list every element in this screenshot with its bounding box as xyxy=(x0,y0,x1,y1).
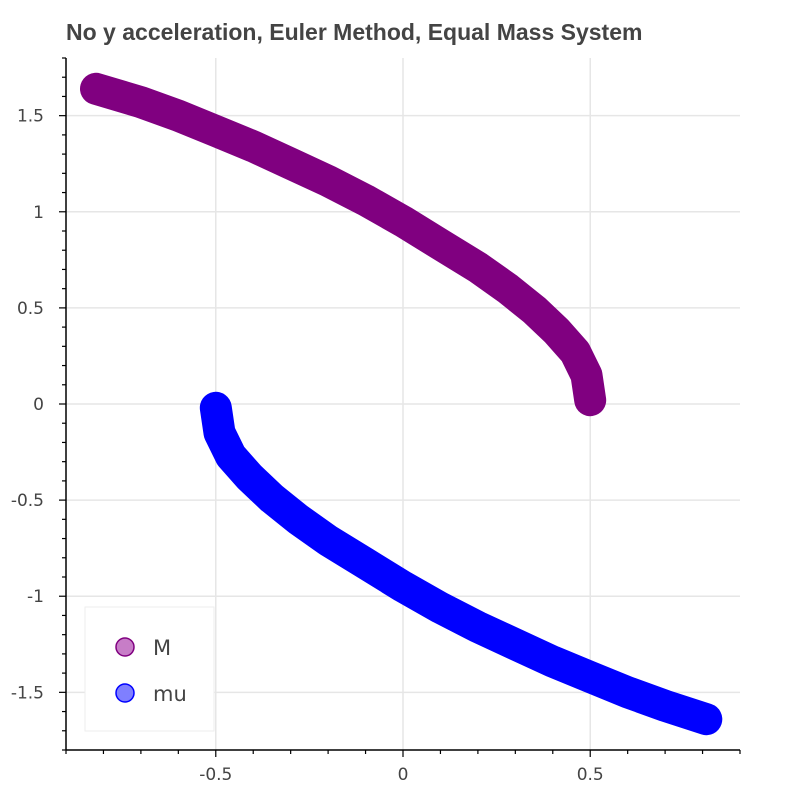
legend: Mmu xyxy=(84,606,215,732)
x-tick-label: 0 xyxy=(398,765,409,785)
chart-title: No y acceleration, Euler Method, Equal M… xyxy=(66,19,642,45)
y-tick-label: 1.5 xyxy=(17,107,44,127)
series-line-mu xyxy=(199,391,723,736)
legend-label-mu: mu xyxy=(153,682,187,706)
legend-label-M: M xyxy=(153,636,171,660)
series-layer xyxy=(80,72,723,736)
y-tick-label: -0.5 xyxy=(11,491,44,511)
y-tick-label: 0 xyxy=(33,395,44,415)
axes: -0.5 0 0.5 -1.5 -1 -0.5 0 0.5 1 1.5 xyxy=(11,57,741,785)
legend-marker-mu xyxy=(115,683,135,703)
y-tick-label: 0.5 xyxy=(17,299,44,319)
series-line-M xyxy=(80,72,607,417)
y-tick-label: -1 xyxy=(27,587,44,607)
y-tick-label: 1 xyxy=(33,203,44,223)
y-tick-label: -1.5 xyxy=(11,683,44,703)
legend-box xyxy=(84,606,215,732)
x-tick-label: -0.5 xyxy=(199,765,232,785)
x-tick-label: 0.5 xyxy=(577,765,604,785)
legend-marker-M xyxy=(115,637,135,657)
